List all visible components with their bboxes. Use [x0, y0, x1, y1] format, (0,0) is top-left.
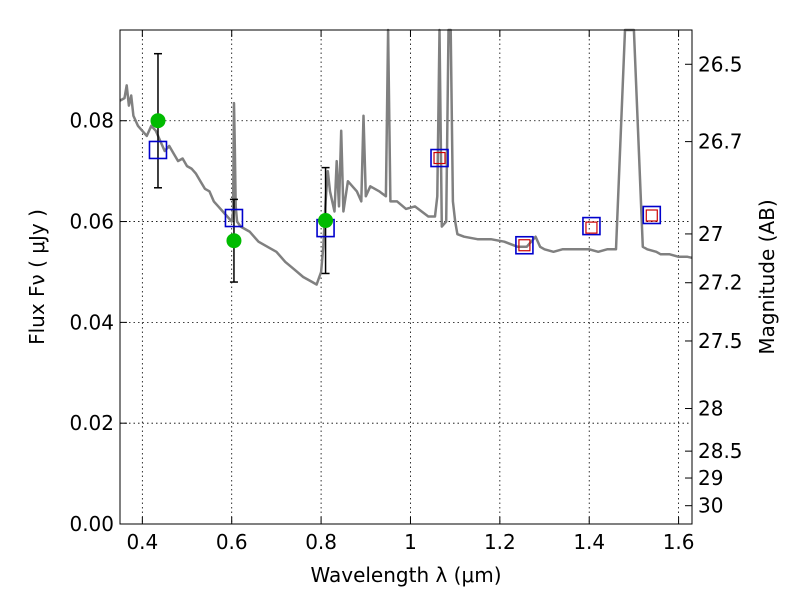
model-square-blue: [642, 205, 662, 225]
spectrum-layer: [119, 28, 693, 286]
right-tick-labels: 26.5 26.7 27 27.2 27.5 28 28.5 29 30: [698, 52, 743, 517]
right-axis-label: Magnitude (AB): [755, 199, 779, 354]
y-axis-label: Flux Fν ( μJy ): [25, 209, 49, 345]
plot-frame: [119, 29, 693, 525]
right-tick-label: 26.7: [698, 130, 743, 154]
y-tick-label: 0.00: [69, 512, 114, 536]
spectrum-line: [119, 28, 693, 286]
x-tick-label: 1: [404, 530, 417, 554]
x-tick-label: 0.6: [216, 530, 248, 554]
x-tick-labels: 0.4 0.6 0.8 1 1.2 1.4 1.6: [126, 530, 694, 554]
model-square-red: [433, 151, 446, 165]
right-tick-label: 27.2: [698, 271, 743, 295]
x-tick-label: 1.2: [484, 530, 516, 554]
x-tick-label: 0.8: [305, 530, 337, 554]
right-tick-label: 30: [698, 494, 723, 518]
y-tick-label: 0.02: [69, 411, 114, 435]
observed-point: [318, 213, 334, 229]
model-square-blue: [148, 140, 168, 160]
model-square-blue: [582, 216, 601, 236]
observed-point: [226, 233, 242, 249]
x-axis-label: Wavelength λ (μm): [310, 563, 501, 587]
right-tick-label: 29: [698, 466, 723, 490]
x-tick-label: 0.4: [126, 530, 158, 554]
right-tick-label: 26.5: [698, 52, 743, 76]
x-tick-label: 1.6: [663, 530, 695, 554]
x-tick-label: 1.4: [573, 530, 605, 554]
right-tick-label: 28: [698, 397, 723, 421]
model-square-blue: [515, 235, 534, 255]
y-tick-label: 0.08: [69, 109, 114, 133]
marker-layer: [148, 113, 662, 255]
right-tick-label: 27: [698, 222, 723, 246]
y-tick-label: 0.06: [69, 210, 114, 234]
model-square-red: [585, 221, 598, 234]
observed-point: [150, 113, 166, 129]
right-tick-label: 28.5: [698, 439, 743, 463]
y-tick-labels: 0.00 0.02 0.04 0.06 0.08: [69, 109, 114, 536]
model-square-blue: [224, 208, 244, 228]
model-square-red: [645, 209, 658, 222]
plot-background: [120, 30, 692, 524]
model-square-blue: [430, 148, 449, 168]
y-tick-label: 0.04: [69, 310, 114, 334]
right-tick-label: 27.5: [698, 329, 743, 353]
axis-ticks: [120, 30, 692, 525]
model-square-red: [518, 239, 531, 252]
